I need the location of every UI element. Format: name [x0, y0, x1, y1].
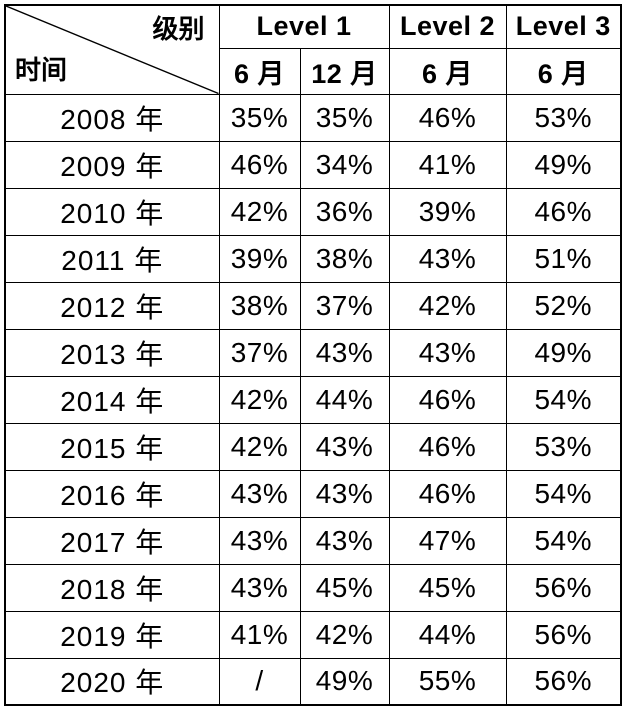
- header-group-row: 级别 时间 Level 1 Level 2 Level 3: [4, 4, 622, 95]
- value-cell: 41%: [218, 610, 301, 659]
- year-cell: 2018 年: [4, 563, 220, 612]
- value-cell: 49%: [299, 657, 390, 706]
- table-row-2015: 2015 年 42% 43% 46% 53%: [4, 422, 622, 471]
- table-row-2011: 2011 年 39% 38% 43% 51%: [4, 234, 622, 283]
- value-cell: 44%: [299, 375, 390, 424]
- year-cell: 2012 年: [4, 281, 220, 330]
- value-cell: 56%: [505, 563, 622, 612]
- value-cell: 38%: [299, 234, 390, 283]
- value-cell: 43%: [299, 422, 390, 471]
- value-cell: 38%: [218, 281, 301, 330]
- value-cell: 46%: [388, 93, 507, 142]
- value-cell: 37%: [218, 328, 301, 377]
- col-header-level3-june: 6 月: [505, 47, 622, 95]
- table-body: 2008 年 35% 35% 46% 53% 2009 年 46% 34% 41…: [4, 93, 622, 706]
- year-cell: 2009 年: [4, 140, 220, 189]
- year-cell: 2010 年: [4, 187, 220, 236]
- value-cell: 42%: [299, 610, 390, 659]
- year-cell: 2015 年: [4, 422, 220, 471]
- value-cell: 46%: [388, 422, 507, 471]
- diagonal-line: [6, 6, 219, 94]
- table-row-2018: 2018 年 43% 45% 45% 56%: [4, 563, 622, 612]
- value-cell: 43%: [299, 469, 390, 518]
- col-header-level1-june: 6 月: [218, 47, 301, 95]
- col-group-level-3: Level 3: [505, 4, 622, 49]
- value-cell: 43%: [218, 563, 301, 612]
- value-cell: 56%: [505, 610, 622, 659]
- value-cell: 44%: [388, 610, 507, 659]
- value-cell: 43%: [299, 328, 390, 377]
- value-cell: 37%: [299, 281, 390, 330]
- year-cell: 2019 年: [4, 610, 220, 659]
- table-row-2012: 2012 年 38% 37% 42% 52%: [4, 281, 622, 330]
- value-cell: 51%: [505, 234, 622, 283]
- value-cell-not-available: /: [218, 657, 301, 706]
- value-cell: 39%: [218, 234, 301, 283]
- corner-label-level: 级别: [152, 14, 205, 44]
- value-cell: 43%: [218, 469, 301, 518]
- value-cell: 39%: [388, 187, 507, 236]
- year-cell: 2013 年: [4, 328, 220, 377]
- col-group-level-2: Level 2: [388, 4, 507, 49]
- value-cell: 53%: [505, 93, 622, 142]
- value-cell: 43%: [388, 328, 507, 377]
- table-row-2016: 2016 年 43% 43% 46% 54%: [4, 469, 622, 518]
- value-cell: 53%: [505, 422, 622, 471]
- value-cell: 36%: [299, 187, 390, 236]
- table-row-2013: 2013 年 37% 43% 43% 49%: [4, 328, 622, 377]
- value-cell: 55%: [388, 657, 507, 706]
- table-row-2014: 2014 年 42% 44% 46% 54%: [4, 375, 622, 424]
- value-cell: 45%: [388, 563, 507, 612]
- value-cell: 42%: [218, 187, 301, 236]
- corner-label-time: 时间: [15, 54, 68, 85]
- year-cell: 2008 年: [4, 93, 220, 142]
- value-cell: 47%: [388, 516, 507, 565]
- col-group-level-1: Level 1: [218, 4, 390, 49]
- header-month-row: 6 月 12 月 6 月 6 月: [5, 47, 622, 95]
- value-cell: 49%: [505, 328, 622, 377]
- year-cell: 2017 年: [4, 516, 220, 565]
- value-cell: 35%: [218, 93, 301, 142]
- value-cell: 54%: [505, 375, 622, 424]
- year-cell: 2011 年: [4, 234, 220, 283]
- table-row-2019: 2019 年 41% 42% 44% 56%: [4, 610, 622, 659]
- value-cell: 42%: [218, 375, 301, 424]
- value-cell: 46%: [505, 187, 622, 236]
- year-cell: 2014 年: [4, 375, 220, 424]
- value-cell: 49%: [505, 140, 622, 189]
- col-header-level2-june: 6 月: [388, 47, 507, 95]
- table-row-2020: 2020 年 / 49% 55% 56%: [4, 657, 622, 706]
- value-cell: 43%: [388, 234, 507, 283]
- table-row-2009: 2009 年 46% 34% 41% 49%: [4, 140, 622, 189]
- value-cell: 46%: [388, 375, 507, 424]
- value-cell: 54%: [505, 469, 622, 518]
- value-cell: 35%: [299, 93, 390, 142]
- corner-header-cell: 级别 时间: [4, 4, 220, 95]
- year-cell: 2020 年: [4, 657, 220, 706]
- value-cell: 42%: [388, 281, 507, 330]
- value-cell: 43%: [299, 516, 390, 565]
- value-cell: 56%: [505, 657, 622, 706]
- value-cell: 52%: [505, 281, 622, 330]
- pass-rate-table: 级别 时间 Level 1 Level 2 Level 3 6 月 12 月 6…: [4, 4, 622, 706]
- table-row-2008: 2008 年 35% 35% 46% 53%: [4, 93, 622, 142]
- value-cell: 34%: [299, 140, 390, 189]
- value-cell: 46%: [218, 140, 301, 189]
- value-cell: 45%: [299, 563, 390, 612]
- year-cell: 2016 年: [4, 469, 220, 518]
- table-row-2017: 2017 年 43% 43% 47% 54%: [4, 516, 622, 565]
- col-header-level1-december: 12 月: [299, 47, 390, 95]
- value-cell: 46%: [388, 469, 507, 518]
- table-row-2010: 2010 年 42% 36% 39% 46%: [4, 187, 622, 236]
- value-cell: 41%: [388, 140, 507, 189]
- value-cell: 43%: [218, 516, 301, 565]
- value-cell: 42%: [218, 422, 301, 471]
- table-header: 级别 时间 Level 1 Level 2 Level 3 6 月 12 月 6…: [4, 4, 622, 95]
- value-cell: 54%: [505, 516, 622, 565]
